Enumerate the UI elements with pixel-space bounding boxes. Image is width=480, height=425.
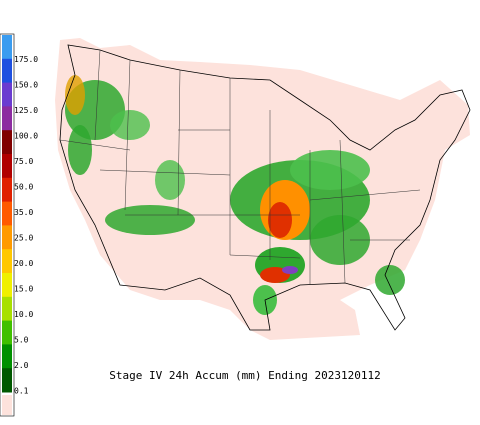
- colorbar-swatch: [2, 154, 12, 179]
- colorbar-label: 25.0: [14, 234, 33, 243]
- map-title: Stage IV 24h Accum (mm) Ending 202312011…: [109, 369, 381, 382]
- colorbar-label: 150.0: [14, 81, 38, 90]
- colorbar-swatch: [2, 225, 12, 250]
- precip: [65, 75, 405, 315]
- colorbar-swatch: [2, 368, 12, 393]
- colorbar-label: 0.1: [14, 387, 29, 396]
- colorbar-swatch: [2, 395, 12, 415]
- colorbar-swatch: [2, 177, 12, 203]
- colorbar-label: 100.0: [14, 132, 38, 141]
- colorbar-label: 10.0: [14, 310, 33, 319]
- colorbar-swatch: [2, 201, 12, 226]
- colorbar-swatch: [2, 35, 12, 60]
- colorbar-label: 2.0: [14, 361, 29, 370]
- country-border: [59, 44, 471, 331]
- state-lines: [59, 49, 421, 285]
- colorbar-label: 15.0: [14, 285, 33, 294]
- colorbar-swatch: [2, 58, 12, 84]
- colorbar-swatch: [2, 249, 12, 274]
- colorbar-label: 50.0: [14, 183, 33, 192]
- colorbar-swatch: [2, 106, 12, 131]
- colorbar-swatch: [2, 82, 12, 107]
- colorbar-swatch: [2, 320, 12, 345]
- colorbar-swatch: [2, 344, 12, 369]
- colorbar-label: 175.0: [14, 55, 38, 64]
- colorbar-label: 35.0: [14, 208, 33, 217]
- colorbar-label: 125.0: [14, 106, 38, 115]
- colorbar-label: 75.0: [14, 157, 33, 166]
- colorbar-label: 5.0: [14, 336, 29, 345]
- colorbar-swatch: [2, 130, 12, 155]
- colorbar-label: 20.0: [14, 259, 33, 268]
- colorbar-swatch: [2, 296, 12, 322]
- colorbar-swatch: [2, 273, 12, 298]
